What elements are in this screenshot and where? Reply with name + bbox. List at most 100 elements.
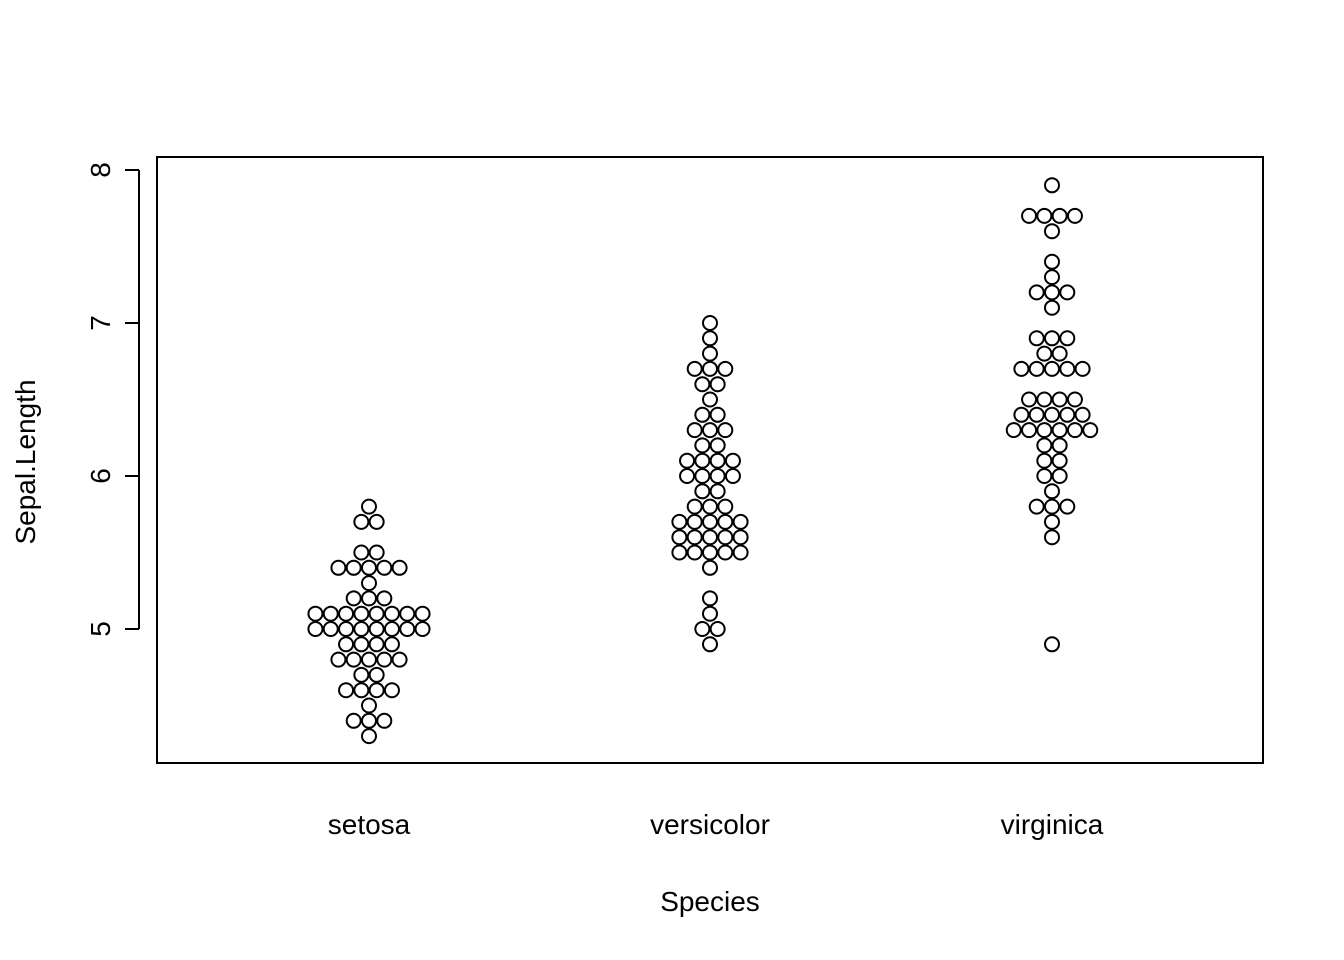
data-point-setosa (368, 605, 385, 622)
data-point-virginica (1059, 330, 1076, 347)
y-tick-label: 7 (85, 315, 116, 331)
y-axis-ticks: 5 6 7 8 (85, 162, 139, 637)
data-point-virginica (1044, 330, 1060, 347)
data-point-setosa (345, 590, 362, 607)
data-point-versicolor (717, 422, 734, 439)
data-point-virginica (1044, 636, 1060, 653)
data-point-virginica (1044, 223, 1060, 240)
data-point-versicolor (709, 406, 726, 423)
data-point-versicolor (724, 468, 741, 484)
data-point-setosa (414, 605, 431, 622)
data-point-virginica (1066, 422, 1083, 439)
data-point-versicolor (702, 559, 718, 576)
data-point-versicolor (702, 590, 718, 607)
data-point-versicolor (694, 483, 711, 500)
data-point-virginica (1051, 437, 1068, 454)
data-point-virginica (1013, 406, 1030, 423)
data-point-setosa (361, 651, 377, 668)
data-point-versicolor (686, 360, 703, 377)
data-point-versicolor (717, 360, 734, 377)
data-point-setosa (414, 621, 431, 637)
data-point-setosa (338, 636, 355, 653)
data-point-setosa (376, 651, 393, 668)
data-point-versicolor (686, 529, 703, 546)
data-point-versicolor (702, 513, 718, 530)
data-point-setosa (376, 590, 393, 607)
data-point-setosa (345, 559, 362, 576)
data-point-virginica (1074, 406, 1091, 423)
data-point-virginica (1028, 284, 1045, 301)
data-points (307, 177, 1099, 745)
x-axis-title: Species (660, 886, 760, 917)
data-point-versicolor (694, 468, 711, 484)
data-point-virginica (1036, 345, 1053, 362)
data-point-versicolor (732, 513, 749, 530)
data-point-virginica (1028, 498, 1045, 515)
data-point-virginica (1013, 360, 1030, 377)
data-point-versicolor (702, 422, 718, 439)
data-point-versicolor (709, 376, 726, 393)
x-category-label-setosa: setosa (328, 809, 411, 840)
data-point-setosa (353, 636, 370, 653)
x-axis-category-labels: setosa versicolor virginica (328, 809, 1104, 840)
data-point-versicolor (702, 544, 718, 561)
data-point-versicolor (717, 544, 734, 561)
data-point-versicolor (709, 621, 726, 637)
data-point-setosa (376, 559, 393, 576)
data-point-versicolor (671, 544, 688, 561)
data-point-setosa (391, 651, 408, 668)
data-point-virginica (1028, 360, 1045, 377)
data-point-virginica (1066, 207, 1083, 224)
data-point-versicolor (686, 498, 703, 515)
data-point-versicolor (694, 376, 711, 393)
data-point-setosa (353, 605, 370, 622)
data-point-virginica (1044, 253, 1060, 270)
data-point-setosa (361, 728, 377, 745)
data-point-setosa (368, 544, 385, 561)
data-point-versicolor (709, 468, 726, 484)
data-point-virginica (1028, 406, 1045, 423)
data-point-virginica (1082, 422, 1099, 439)
data-point-setosa (368, 636, 385, 653)
data-point-setosa (353, 513, 370, 530)
data-point-versicolor (702, 330, 718, 347)
data-point-versicolor (686, 544, 703, 561)
data-point-setosa (376, 712, 393, 729)
data-point-versicolor (702, 529, 718, 546)
data-point-setosa (338, 682, 355, 699)
data-point-versicolor (694, 437, 711, 454)
y-tick-label: 8 (85, 162, 116, 178)
data-point-setosa (399, 621, 416, 637)
data-point-setosa (368, 666, 385, 683)
data-point-virginica (1059, 498, 1076, 515)
data-point-virginica (1036, 437, 1053, 454)
data-point-versicolor (671, 529, 688, 546)
data-point-versicolor (717, 513, 734, 530)
data-point-virginica (1036, 207, 1053, 224)
data-point-versicolor (702, 605, 718, 622)
data-point-setosa (399, 605, 416, 622)
data-point-virginica (1059, 406, 1076, 423)
data-point-setosa (391, 559, 408, 576)
data-point-setosa (361, 575, 377, 592)
data-point-virginica (1044, 299, 1060, 316)
data-point-virginica (1044, 513, 1060, 530)
y-tick-label: 6 (85, 468, 116, 484)
data-point-setosa (368, 682, 385, 699)
data-point-virginica (1005, 422, 1022, 439)
data-point-setosa (345, 651, 362, 668)
data-point-virginica (1044, 498, 1060, 515)
x-category-label-versicolor: versicolor (650, 809, 770, 840)
data-point-setosa (322, 621, 339, 637)
data-point-versicolor (694, 406, 711, 423)
data-point-versicolor (702, 498, 718, 515)
data-point-setosa (361, 590, 377, 607)
data-point-setosa (338, 621, 355, 637)
data-point-versicolor (724, 452, 741, 469)
data-point-versicolor (732, 544, 749, 561)
data-point-versicolor (732, 529, 749, 546)
data-point-versicolor (717, 498, 734, 515)
data-point-virginica (1036, 468, 1053, 484)
data-point-versicolor (702, 391, 718, 408)
